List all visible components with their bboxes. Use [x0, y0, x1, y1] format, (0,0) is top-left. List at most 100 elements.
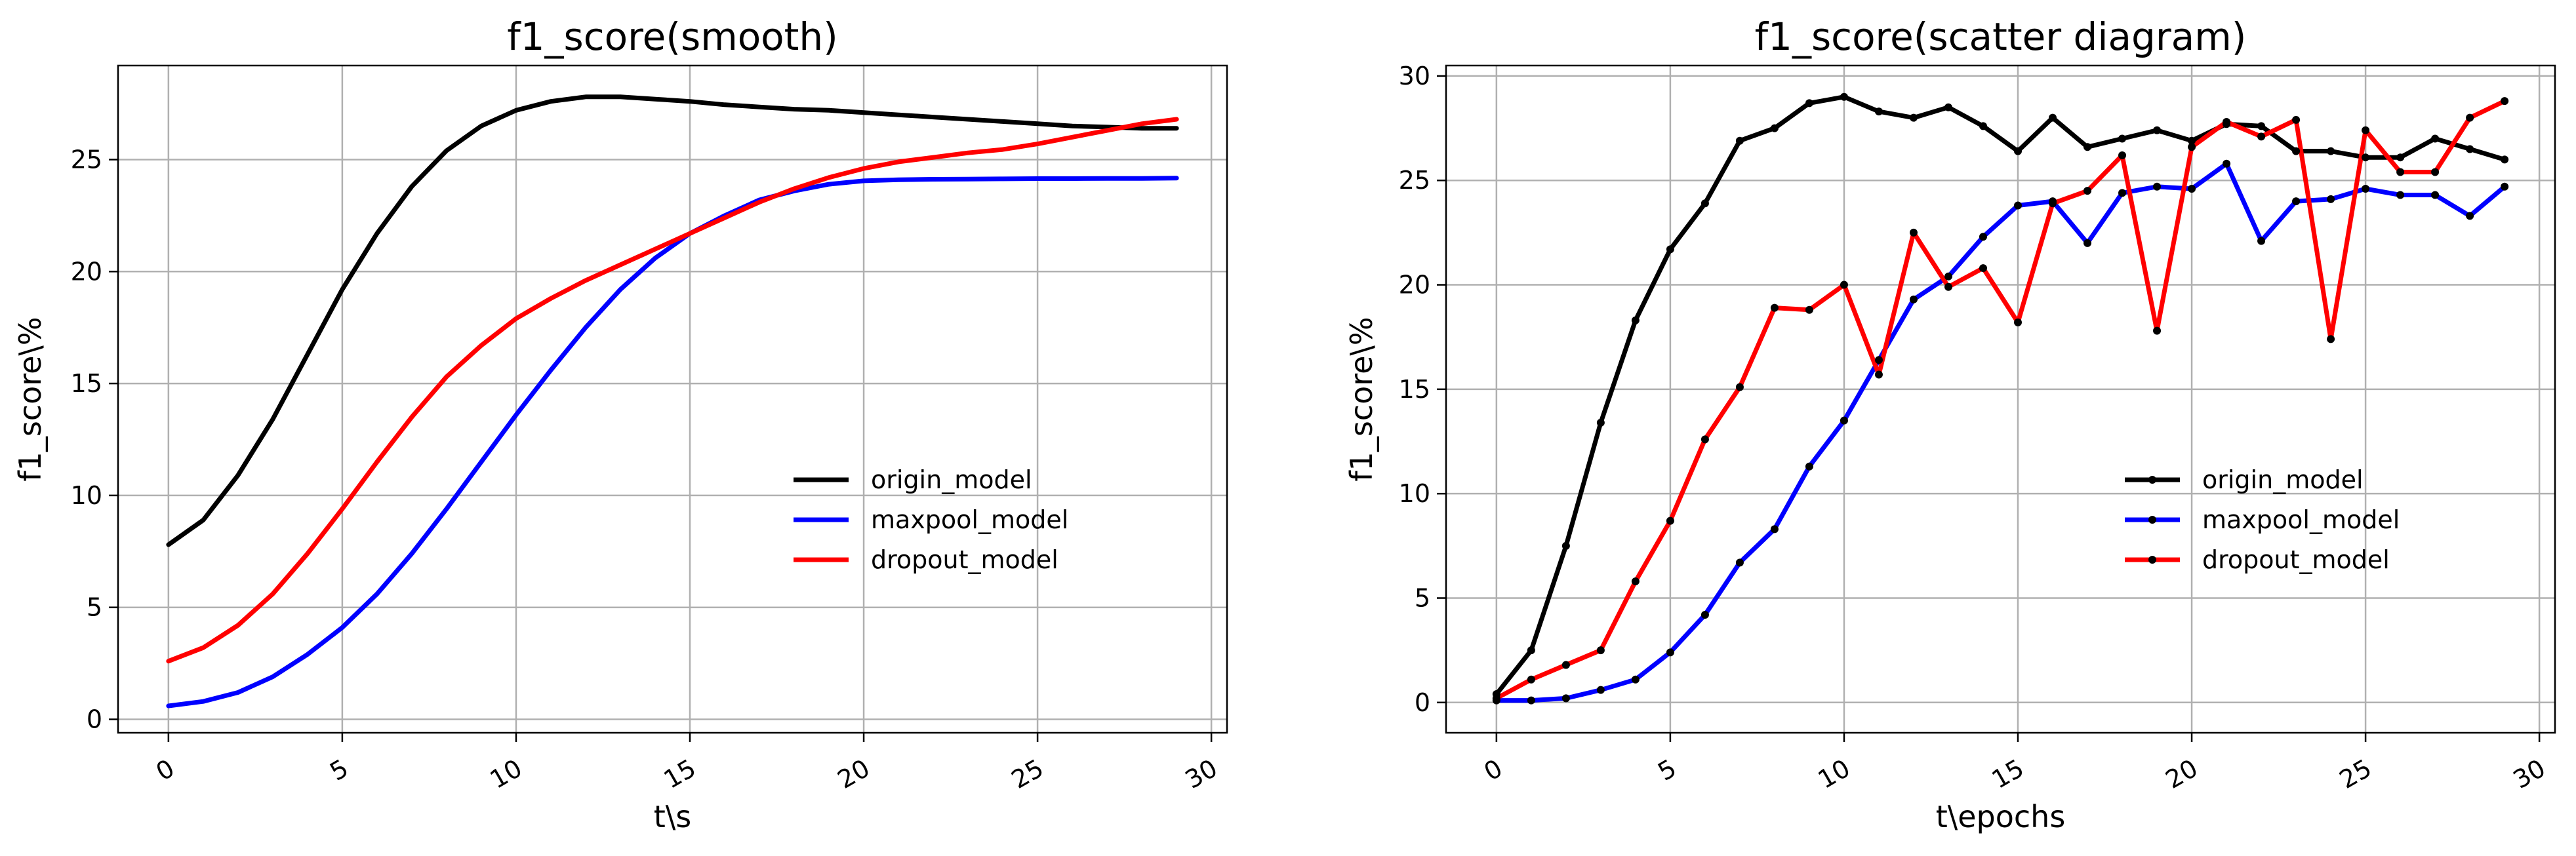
data-point-maxpool_model: [1770, 525, 1779, 534]
x-tick-label: 15: [659, 754, 701, 794]
data-point-dropout_model: [1596, 646, 1605, 655]
y-tick-label: 10: [71, 481, 102, 510]
data-point-maxpool_model: [2362, 184, 2370, 193]
data-point-dropout_model: [1874, 370, 1883, 379]
data-point-origin_model: [2257, 122, 2266, 130]
chart-title: f1_score(scatter diagram): [1755, 14, 2247, 59]
legend-label: dropout_model: [871, 545, 1058, 574]
x-tick-label: 25: [2335, 754, 2377, 794]
data-point-dropout_model: [2223, 118, 2231, 126]
x-tick-label: 20: [2161, 754, 2203, 794]
series-line-origin_model: [1494, 94, 2507, 697]
data-point-origin_model: [2014, 147, 2023, 155]
data-point-origin_model: [2501, 155, 2509, 164]
data-point-dropout_model: [2292, 115, 2301, 124]
x-tick-label: 0: [151, 754, 179, 787]
legend-label: dropout_model: [2202, 545, 2390, 574]
data-point-maxpool_model: [2223, 159, 2231, 168]
data-point-origin_model: [2188, 136, 2196, 145]
y-tick-label: 20: [1399, 271, 1430, 300]
data-point-dropout_model: [1840, 281, 1848, 289]
series-line-dropout_model: [166, 117, 1179, 664]
data-point-maxpool_model: [2327, 195, 2335, 203]
data-point-maxpool_model: [2014, 201, 2023, 210]
data-point-dropout_model: [1944, 282, 1952, 291]
data-point-maxpool_model: [2188, 184, 2196, 193]
data-point-maxpool_model: [2396, 191, 2405, 199]
data-point-maxpool_model: [2501, 182, 2509, 191]
data-point-dropout_model: [2431, 168, 2440, 176]
data-point-maxpool_model: [1840, 416, 1848, 425]
data-point-maxpool_model: [1527, 696, 1535, 705]
data-point-dropout_model: [1805, 305, 1813, 314]
x-tick-label: 25: [1007, 754, 1049, 794]
x-tick-label: 30: [1180, 754, 1222, 794]
x-tick-label: 5: [325, 754, 353, 787]
y-tick-label: 5: [87, 593, 102, 622]
data-point-maxpool_model: [2118, 189, 2127, 197]
series-line-dropout_model: [1494, 98, 2507, 701]
data-point-origin_model: [1666, 245, 1674, 254]
data-point-maxpool_model: [2083, 239, 2092, 247]
y-tick-label: 25: [1399, 166, 1430, 195]
x-tick-label: 15: [1987, 754, 2029, 794]
y-tick-label: 0: [87, 705, 102, 734]
legend-label: maxpool_model: [2202, 505, 2400, 534]
x-tick-label: 10: [1813, 754, 1855, 794]
y-tick-label: 0: [1415, 688, 1430, 717]
data-point-maxpool_model: [1631, 675, 1640, 684]
x-tick-label: 20: [833, 754, 875, 794]
data-point-dropout_model: [2327, 335, 2335, 343]
data-point-maxpool_model: [1944, 272, 1952, 281]
data-point-origin_model: [1527, 646, 1535, 655]
data-point-dropout_model: [2014, 318, 2023, 326]
data-point-maxpool_model: [1666, 648, 1674, 657]
data-point-origin_model: [1944, 103, 1952, 111]
x-tick-label: 30: [2508, 754, 2550, 794]
data-point-maxpool_model: [1805, 462, 1813, 471]
chart-title: f1_score(smooth): [507, 14, 838, 59]
chart-panel-2: 0 5 10 15 20 25 30 0 5 10 15 20 25 30 f1_score(scatter…: [1344, 14, 2556, 834]
plot-frame: [117, 64, 1228, 734]
data-point-origin_model: [1770, 124, 1779, 132]
data-point-origin_model: [1561, 541, 1570, 550]
x-tick-label: 0: [1479, 754, 1507, 787]
data-point-origin_model: [2049, 113, 2057, 122]
data-point-origin_model: [1909, 113, 1918, 122]
data-point-dropout_model: [1492, 694, 1500, 703]
y-axis-label: f1_score\%: [12, 317, 48, 481]
data-point-dropout_model: [2083, 187, 2092, 195]
data-point-origin_model: [1701, 199, 1709, 208]
data-point-dropout_model: [2153, 326, 2162, 335]
data-point-dropout_model: [1527, 675, 1535, 684]
data-point-maxpool_model: [1561, 694, 1570, 703]
data-point-dropout_model: [2466, 113, 2474, 122]
data-point-maxpool_model: [2466, 212, 2474, 220]
y-tick-label: 20: [71, 257, 102, 286]
legend-marker: [2148, 556, 2156, 564]
y-tick-label: 10: [1399, 479, 1430, 508]
data-point-dropout_model: [1979, 264, 1987, 273]
data-point-maxpool_model: [1735, 558, 1744, 567]
legend-label: maxpool_model: [871, 505, 1068, 534]
legend: origin_model maxpool_model dropout_model: [794, 465, 1068, 574]
legend-label: origin_model: [2202, 465, 2364, 494]
data-point-maxpool_model: [2292, 197, 2301, 206]
data-point-dropout_model: [2049, 199, 2057, 208]
series-line-origin_model: [166, 94, 1179, 547]
data-point-dropout_model: [1909, 228, 1918, 237]
x-axis-label: t\epochs: [1936, 799, 2066, 834]
data-point-dropout_model: [2118, 151, 2127, 160]
series-line-maxpool_model: [166, 176, 1179, 709]
data-point-origin_model: [1979, 122, 1987, 130]
data-point-origin_model: [2118, 134, 2127, 143]
data-point-origin_model: [2153, 126, 2162, 134]
data-point-dropout_model: [2396, 168, 2405, 176]
data-point-dropout_model: [1735, 383, 1744, 391]
data-point-origin_model: [2362, 153, 2370, 162]
data-point-dropout_model: [1701, 435, 1709, 444]
legend-marker: [2148, 516, 2156, 524]
data-point-origin_model: [2431, 134, 2440, 143]
y-tick-label: 15: [1399, 375, 1430, 404]
